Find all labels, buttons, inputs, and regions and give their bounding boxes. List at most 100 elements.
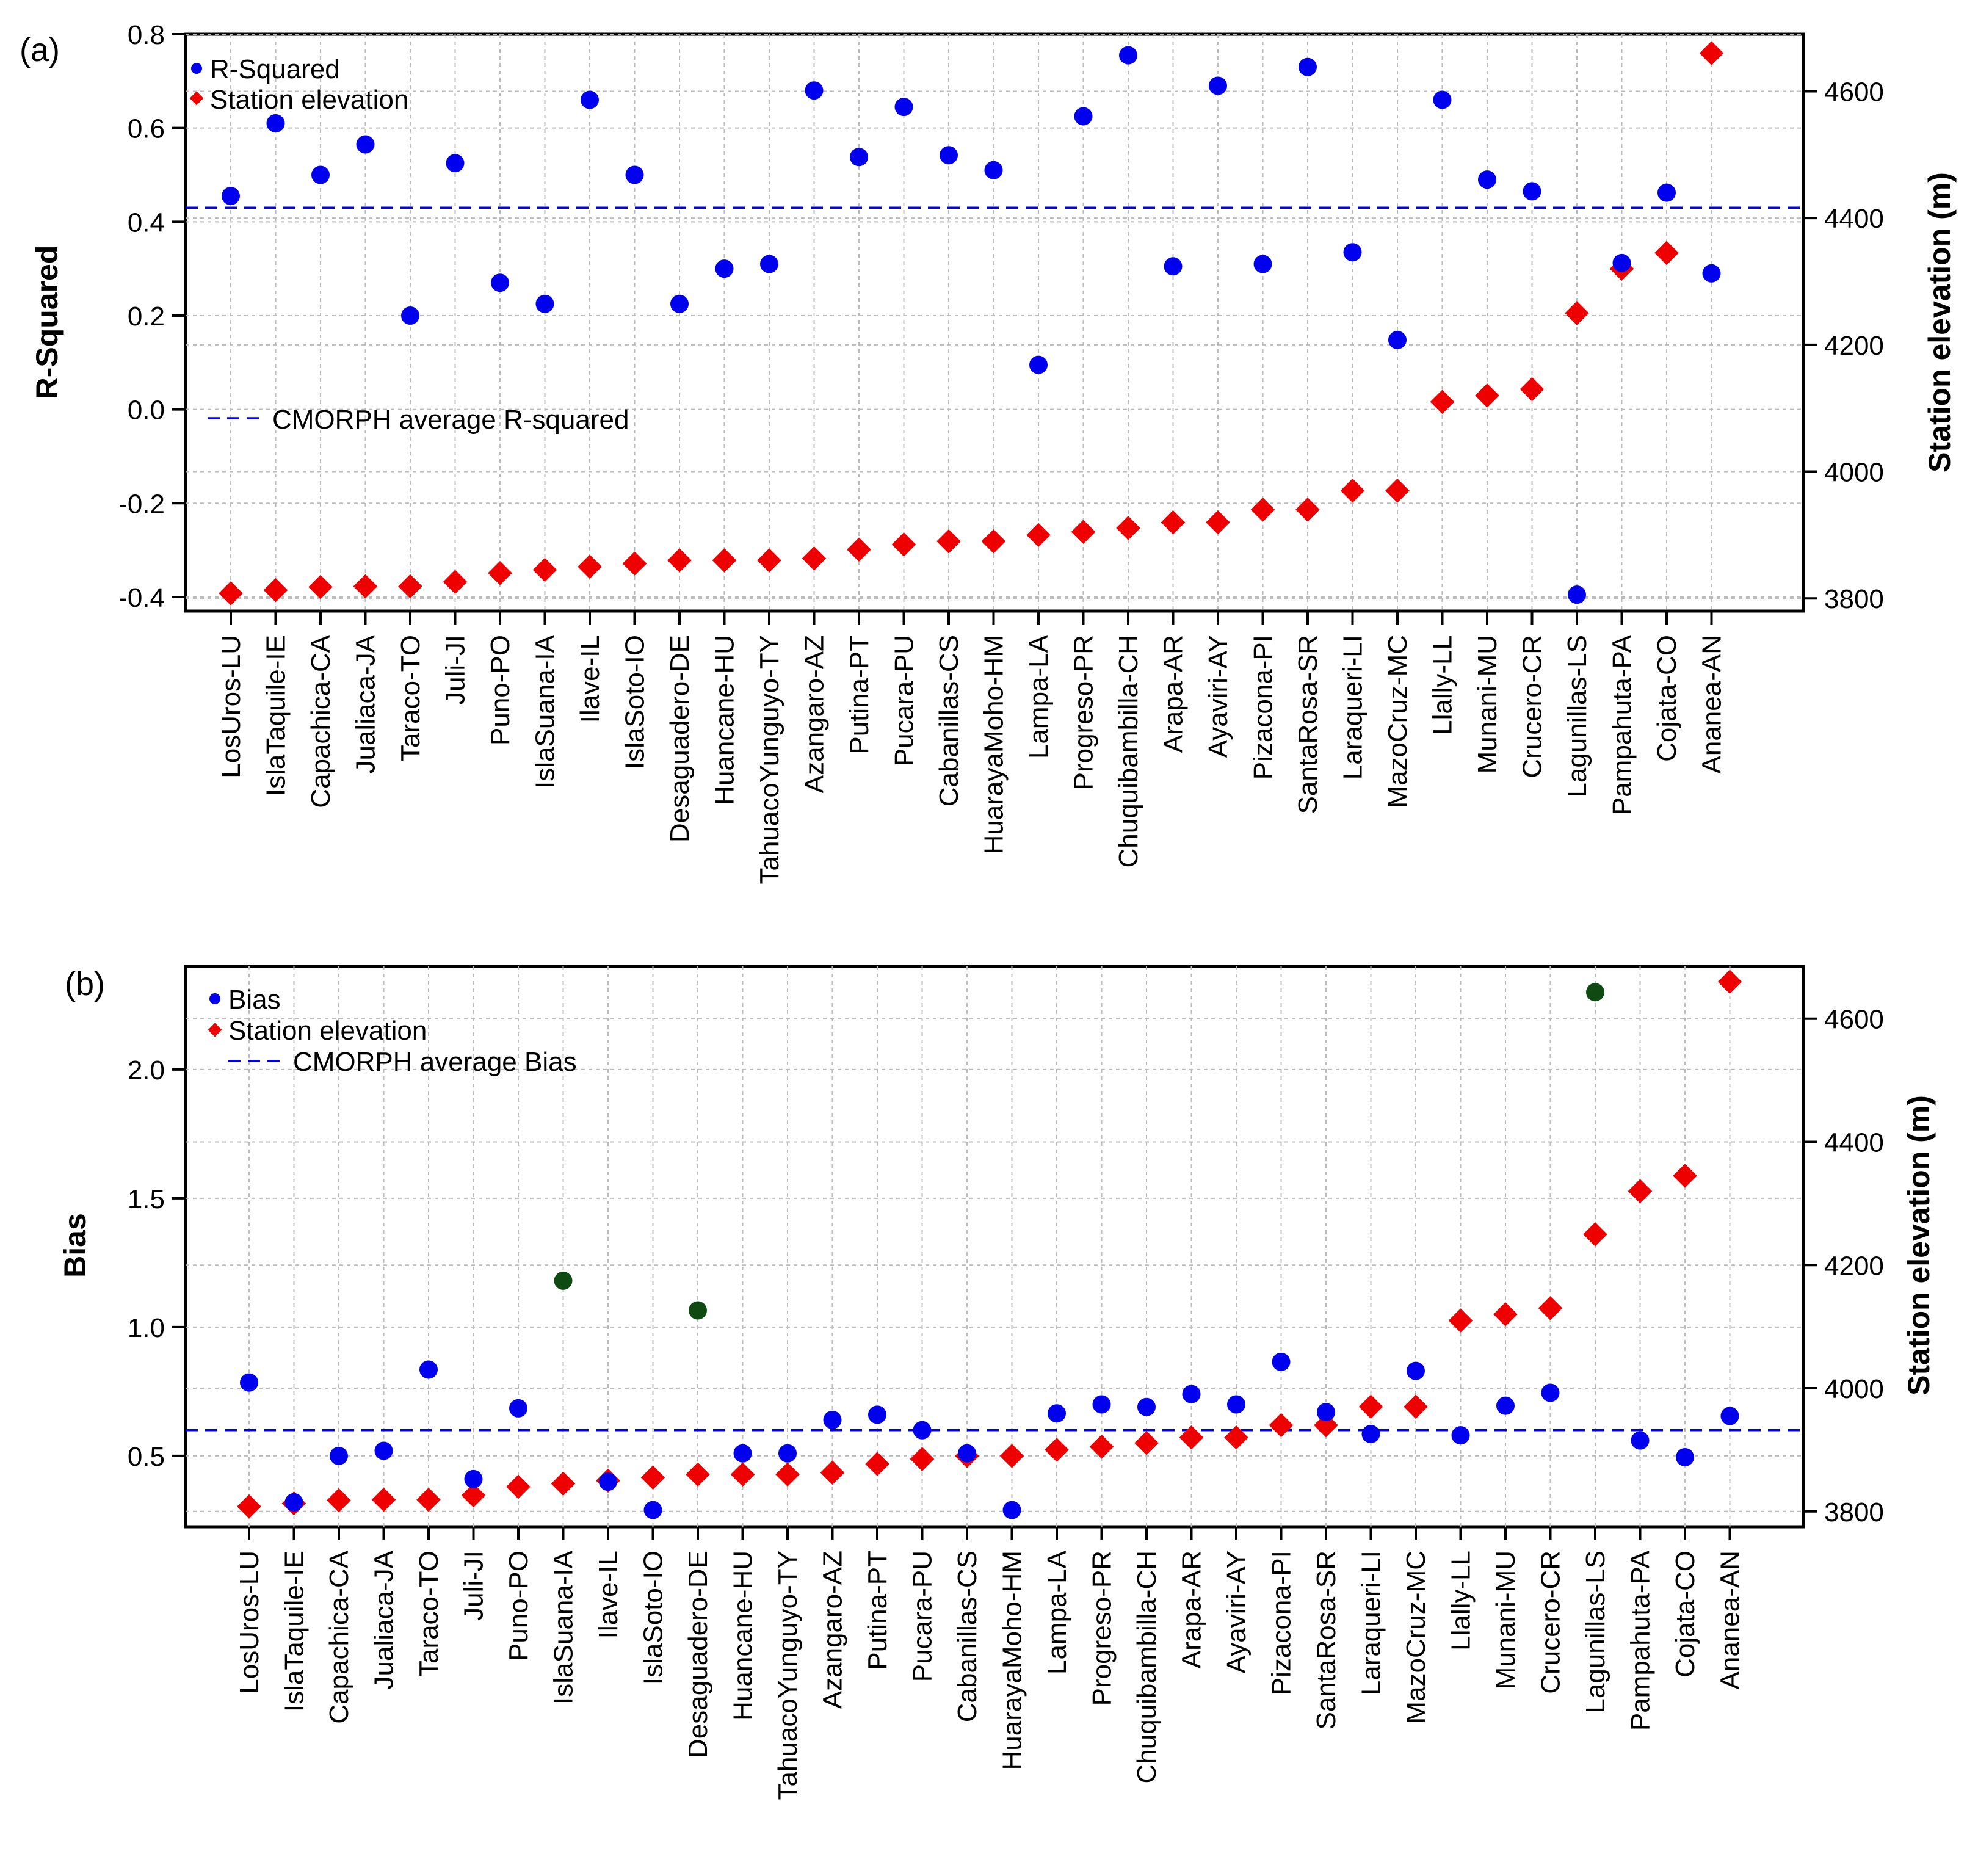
elevation-point [1565,301,1589,325]
legend: R-Squared Station elevation CMORPH avera… [189,54,629,435]
x-tick-label: Arapa-AR [1177,1551,1207,1668]
data-point [1317,1403,1335,1422]
x-tick-label: TahuacoYunguyo-TY [773,1551,803,1800]
data-point [464,1469,483,1488]
x-tick-label: Pampahuta-PA [1626,1550,1656,1731]
y-tick-label: 1.0 [128,1313,165,1343]
data-point [805,81,824,100]
data-point [1702,264,1721,283]
elevation-point [551,1471,576,1496]
x-tick-label: TahuacoYunguyo-TY [755,635,784,885]
legend-rsquared-marker [191,63,202,74]
y-tick-label: 0.4 [128,208,165,237]
x-tick-label: Crucero-CR [1518,635,1548,778]
x-tick-label: Llally-LL [1446,1551,1476,1651]
x-tick-label: Cojata-CO [1670,1551,1700,1678]
data-point [222,187,240,206]
x-tick-label: MazoCruz-MC [1401,1551,1431,1724]
y-right-tick-label: 4600 [1824,1005,1884,1035]
y-tick-label: 0.6 [128,114,165,144]
elevation-point [999,1444,1024,1468]
elevation-point [1089,1435,1114,1459]
data-point [284,1493,303,1512]
elevation-point [1404,1394,1428,1419]
data-point [581,90,599,109]
y-axis-label: Bias [58,1213,92,1278]
y-tick-label: 0.2 [128,302,165,331]
legend-elevation-marker [189,91,204,106]
data-point [1451,1426,1470,1445]
y-axis-left: 2.0 1.5 1.0 0.5 [128,1056,186,1472]
data-point [401,306,419,325]
x-tick-label: Progreso-PR [1087,1551,1117,1706]
data-point [419,1360,438,1379]
elevation-point [847,537,871,562]
elevation-point [1583,1222,1607,1247]
y-axis-left: 0.8 0.6 0.4 0.2 0.0 -0.2 -0.4 [118,20,186,613]
x-tick-label: Progreso-PR [1069,635,1099,790]
elevation-point [1628,1179,1653,1204]
elevation-point [1358,1394,1383,1419]
elevation-point [353,574,378,599]
x-tick-label: Cabanillas-CS [934,635,964,806]
outlier-point [689,1301,707,1320]
elevation-point [416,1487,441,1512]
elevation-point [1116,516,1140,540]
rsquared-markers [222,46,1721,604]
elevation-markers [219,41,1724,606]
x-tick-label: Arapa-AR [1159,635,1189,753]
x-tick-label: Capachica-CA [306,634,336,808]
data-point [311,165,330,184]
elevation-point [488,560,512,585]
data-point [1568,585,1586,604]
x-tick-label: Juli-JI [441,635,471,705]
data-point [1182,1385,1201,1403]
y-tick-label: -0.2 [118,489,165,519]
y-right-tick-label: 3800 [1824,1498,1884,1527]
y-axis-right: 4600 4400 4200 4000 3800 [1803,77,1884,614]
y-right-tick-label: 4200 [1824,331,1884,361]
x-tick-label: Puno-PO [504,1551,534,1661]
legend-rsquared-label: R-Squared [210,54,340,84]
elevation-point [1295,498,1320,522]
x-tick-label: Desaguadero-DE [683,1551,713,1758]
elevation-point [1430,389,1455,415]
elevation-point [622,551,647,576]
elevation-point [532,557,557,582]
x-tick-label: HuarayaMoho-HM [998,1551,1027,1770]
data-point [643,1501,662,1519]
elevation-point [1250,498,1275,522]
data-point [1407,1361,1425,1380]
x-tick-label: Chuquibambilla-CH [1132,1551,1162,1784]
elevation-point [461,1483,486,1508]
elevation-point [1717,969,1742,994]
elevation-point [1538,1296,1563,1320]
elevation-point [1699,41,1724,65]
y-right-tick-label: 4000 [1824,458,1884,488]
x-tick-label: Huancane-HU [728,1551,758,1721]
elevation-point [1475,383,1499,408]
elevation-point [237,1494,261,1519]
y-tick-label: 2.0 [128,1056,165,1085]
data-point [1361,1425,1380,1444]
data-point [1227,1395,1245,1414]
data-point [509,1399,527,1418]
x-tick-label: Jualiaca-JA [351,634,381,773]
elevation-point [891,532,916,557]
elevation-point [1314,1413,1338,1438]
y-right-tick-label: 4400 [1824,204,1884,234]
data-point [940,146,958,165]
x-tick-label: Crucero-CR [1536,1551,1566,1694]
data-point [1541,1383,1560,1402]
data-point [715,259,734,278]
elevation-point [1385,478,1410,503]
x-tick-label: Azangaro-AZ [818,1551,848,1709]
x-tick-label: Ayaviri-AY [1203,635,1233,758]
grid [186,966,1803,1527]
panel-b: 2.0 1.5 1.0 0.5 4600 4400 4200 4000 3800 LosUro… [58,965,1936,1800]
y-right-tick-label: 4600 [1824,77,1884,107]
elevation-point [640,1465,665,1490]
y-tick-label: 0.8 [128,20,165,50]
x-tick-label: Munani-MU [1473,635,1502,773]
x-tick-label: MazoCruz-MC [1383,635,1413,808]
